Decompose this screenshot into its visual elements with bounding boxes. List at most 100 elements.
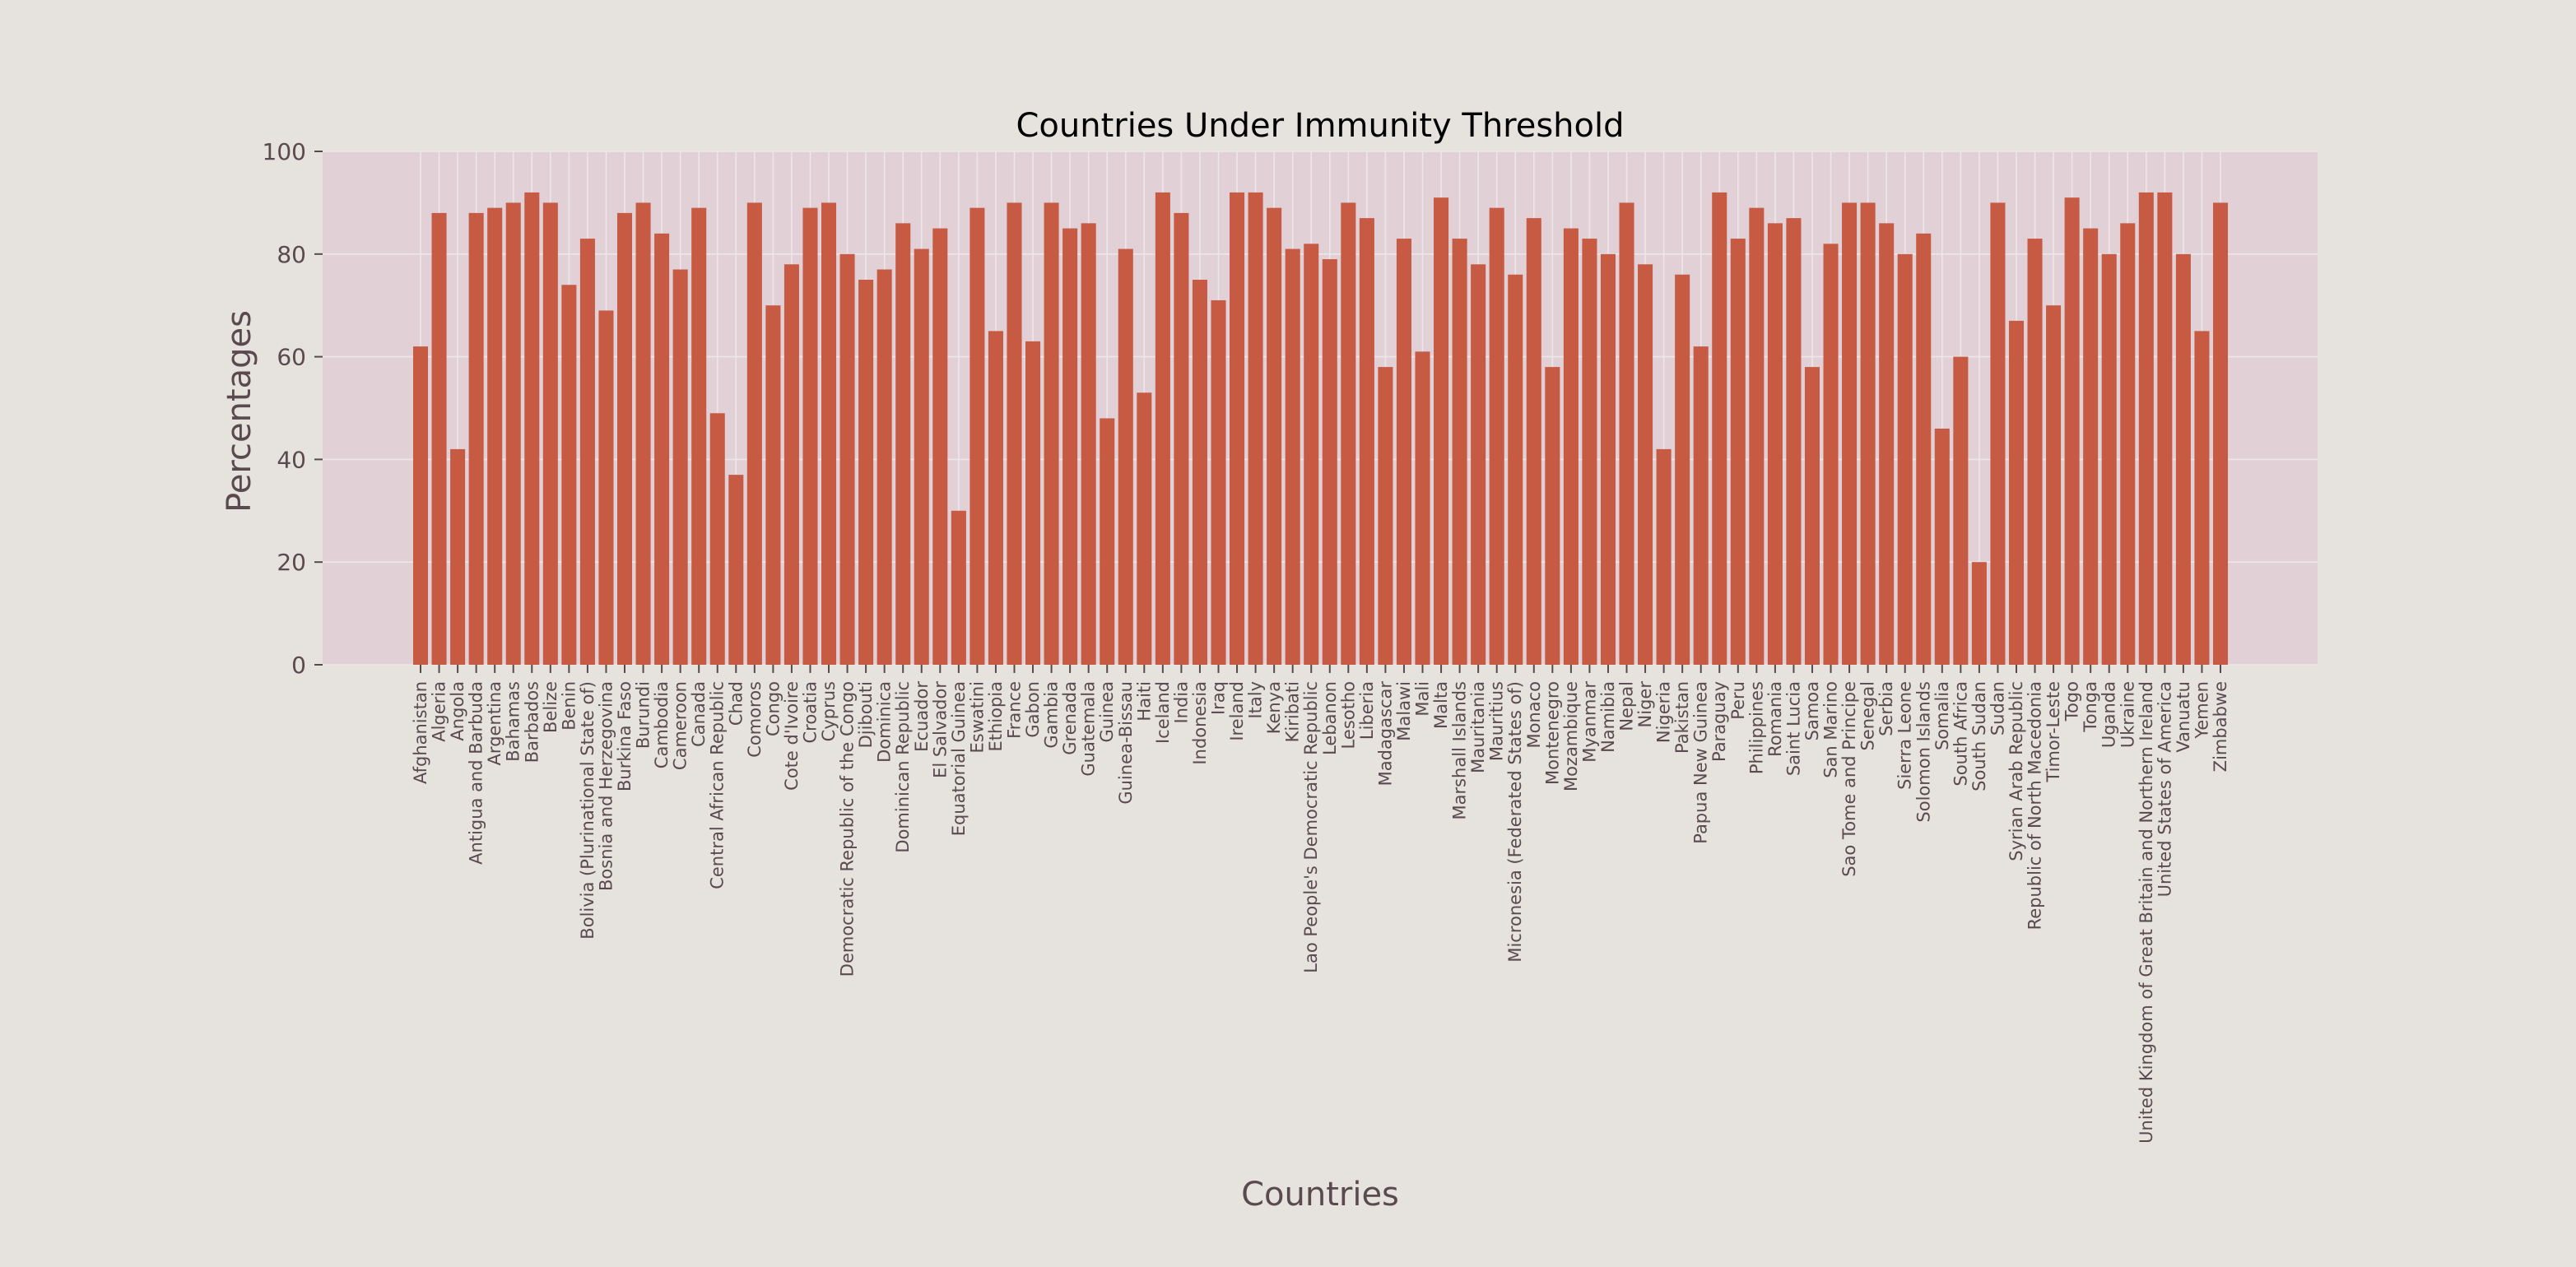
- bar: [2194, 331, 2210, 665]
- bar: [1248, 192, 1263, 666]
- bar: [988, 331, 1003, 665]
- bar: [1675, 274, 1690, 665]
- x-tick-label: Nigeria: [1654, 681, 1674, 743]
- bar: [2083, 228, 2099, 666]
- bar: [2157, 192, 2173, 666]
- x-tick-label: Montenegro: [1542, 681, 1562, 785]
- x-tick-label: Haiti: [1134, 681, 1154, 722]
- bar: [914, 248, 929, 665]
- bar: [746, 202, 762, 665]
- x-tick-label: Equatorial Guinea: [949, 681, 969, 836]
- bar: [1489, 207, 1504, 665]
- x-tick-label: Barbados: [522, 681, 542, 763]
- x-tick-label: Ukraine: [2118, 681, 2137, 748]
- x-tick-label: Iceland: [1153, 681, 1173, 744]
- bar: [1990, 202, 2006, 665]
- bar: [1192, 280, 1207, 665]
- x-tick-label: Cambodia: [652, 681, 672, 768]
- x-tick-label: Comoros: [745, 681, 765, 758]
- x-tick-label: Central African Republic: [708, 681, 728, 889]
- bar: [450, 448, 466, 665]
- bar: [783, 264, 799, 665]
- bar: [1471, 264, 1486, 665]
- bar: [2138, 192, 2154, 666]
- x-tick-label: Guatemala: [1079, 681, 1099, 777]
- bar: [1341, 202, 1356, 665]
- y-tick-label: 80: [277, 241, 306, 268]
- bar: [487, 207, 503, 665]
- x-tick-label: Mauritania: [1468, 681, 1488, 773]
- x-tick-label: United States of America: [2155, 681, 2174, 897]
- x-tick-label: Madagascar: [1375, 681, 1395, 787]
- bar: [2064, 197, 2080, 665]
- x-tick-label: El Salvador: [930, 681, 950, 778]
- bar: [1526, 218, 1541, 665]
- bar: [1304, 244, 1319, 665]
- x-tick-label: Burkina Faso: [615, 681, 635, 791]
- y-tick-label: 60: [277, 344, 306, 371]
- x-tick-label: Syrian Arab Republic: [2006, 681, 2026, 861]
- bar: [561, 285, 577, 665]
- x-tick-label: Bolivia (Plurinational State of): [578, 681, 598, 940]
- x-tick-label: Serbia: [1876, 681, 1896, 736]
- x-tick-label: Eswatini: [967, 681, 987, 753]
- x-tick-label: Cyprus: [819, 681, 839, 741]
- bar: [2101, 253, 2117, 665]
- bar: [839, 253, 855, 665]
- x-tick-label: Solomon Islands: [1913, 681, 1933, 823]
- x-axis-label: Countries: [1241, 1176, 1399, 1214]
- x-tick-label: Gambia: [1042, 681, 1062, 749]
- x-tick-label: Paraguay: [1709, 681, 1729, 762]
- x-tick-label: Mauritius: [1487, 681, 1507, 761]
- y-tick-label: 100: [263, 138, 306, 165]
- bar: [969, 207, 985, 665]
- bar: [1638, 264, 1653, 665]
- x-tick-label: Canada: [689, 681, 709, 747]
- bar: [951, 510, 966, 665]
- bar: [1137, 392, 1152, 665]
- x-tick-label: Belize: [541, 681, 560, 733]
- bar: [1062, 228, 1078, 666]
- x-tick-label: South Africa: [1951, 681, 1970, 787]
- x-tick-label: South Sudan: [1969, 681, 1989, 791]
- bar: [1971, 562, 1987, 665]
- x-tick-label: Cote d'Ivoire: [782, 681, 802, 791]
- x-tick-label: Democratic Republic of the Congo: [838, 681, 858, 977]
- x-tick-label: Marshall Islands: [1450, 681, 1470, 820]
- bar: [1879, 223, 1895, 665]
- x-tick-label: Dominican Republic: [893, 681, 913, 853]
- bar: [709, 413, 725, 665]
- bar: [1285, 248, 1300, 665]
- bar: [1804, 367, 1820, 665]
- bar: [431, 212, 447, 665]
- bar: [691, 207, 707, 665]
- bar: [2212, 202, 2229, 665]
- x-tick-label: Sierra Leone: [1895, 681, 1915, 790]
- bar: [1508, 274, 1523, 665]
- bar: [1434, 197, 1449, 665]
- y-axis: 0 20 40 60 80 100: [263, 138, 323, 679]
- x-tick-label: United Kingdom of Great Britain and Nort…: [2137, 681, 2156, 1144]
- bar: [876, 269, 892, 665]
- bar: [932, 228, 948, 666]
- x-tick-label: Timor-Leste: [2044, 681, 2063, 783]
- x-tick-label: Senegal: [1858, 681, 1878, 751]
- x-tick-label: Gabon: [1023, 681, 1043, 738]
- x-tick-label: Niger: [1635, 681, 1655, 728]
- x-tick-label: Guinea-Bissau: [1116, 681, 1136, 805]
- bar: [1118, 248, 1133, 665]
- bar: [2175, 253, 2191, 665]
- x-tick-label: Ecuador: [912, 681, 932, 752]
- x-tick-label: France: [1004, 681, 1024, 739]
- y-tick-label: 20: [277, 549, 306, 576]
- x-tick-label: Philippines: [1746, 681, 1766, 774]
- x-tick-label: Namibia: [1598, 681, 1618, 753]
- x-tick-label: Somalia: [1932, 681, 1952, 750]
- x-tick-label: Dominica: [875, 681, 895, 763]
- bar: [1860, 202, 1876, 665]
- bar: [616, 212, 633, 665]
- bar: [1545, 367, 1560, 665]
- x-tick-label: Monaco: [1524, 681, 1544, 749]
- x-tick-label: Benin: [559, 681, 579, 731]
- bar: [2027, 239, 2043, 666]
